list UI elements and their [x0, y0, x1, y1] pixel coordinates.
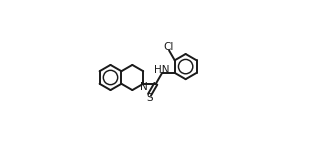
Text: S: S [146, 93, 153, 103]
Text: N: N [140, 82, 148, 92]
Text: HN: HN [154, 65, 169, 75]
Text: Cl: Cl [164, 42, 174, 52]
